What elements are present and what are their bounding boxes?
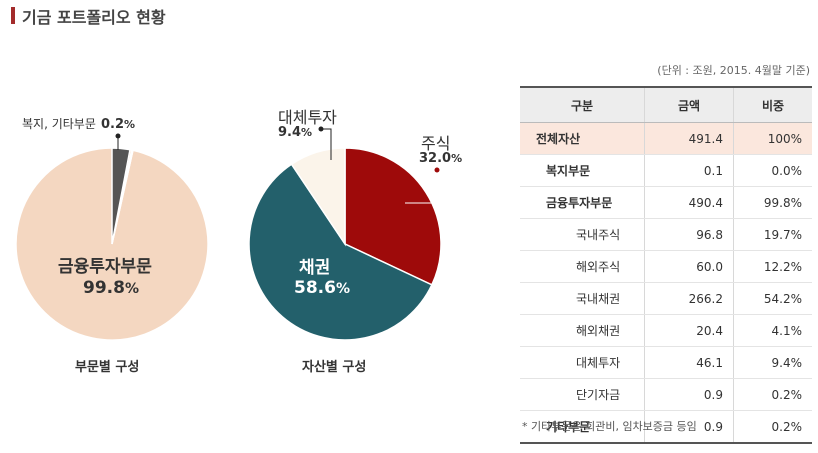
row-amount: 491.4 [644,122,734,155]
pie1-small-name: 복지, 기타부문 [22,117,96,131]
row-amount: 46.1 [644,346,734,379]
pie2-slice-1 [248,163,433,341]
pie2-alt-name: 대체투자 [278,108,337,127]
pie1-small-label: 복지, 기타부문 0.2% [22,113,135,132]
pie2-alt-leader-dot [318,126,324,132]
table-header-row: 구분 금액 비중 [520,86,812,123]
pie1-caption: 부문별 구성 [75,360,140,375]
pie2-stock-name: 주식 [421,134,451,153]
table-row: 단기자금 0.9 0.2% [520,378,812,411]
row-share: 12.2% [733,250,812,283]
row-amount: 490.4 [644,186,734,219]
row-name: 복지부문 [520,154,645,187]
pie-charts [15,126,442,341]
pie1-leader-dot [115,133,121,139]
pie2-bond-name: 채권 [299,258,331,278]
row-name: 해외주식 [520,250,645,283]
pie2-alt-pct: 9.4% [278,125,313,140]
page-title: 기금 포트폴리오 현황 [22,8,166,27]
table-row: 금융투자부문 490.4 99.8% [520,186,812,219]
row-share: 9.4% [733,346,812,379]
pie1-slice-small-visible [111,147,131,245]
row-name: 국내채권 [520,282,645,315]
row-name: 국내주식 [520,218,645,251]
row-name: 기타부문 [520,410,645,444]
pie1-main-name: 금융투자부문 [58,257,152,277]
table-row: 전체자산 491.4 100% [520,122,812,155]
footnote: * 기타부문은 회관비, 임차보증금 등임 [522,420,697,433]
row-amount: 20.4 [644,314,734,347]
row-amount: 266.2 [644,282,734,315]
pie1-small-pct: 0.2% [100,117,136,132]
row-name: 전체자산 [520,122,645,155]
table-row: 국내주식 96.8 19.7% [520,218,812,251]
col-header-category: 구분 [520,86,645,123]
asset-table: 구분 금액 비중 전체자산 491.4 100% 복지부문 0.1 0.0% 금융투자부문 4… [520,86,812,444]
pie2-stock-leader-dot [434,167,440,173]
col-header-share: 비중 [733,86,812,123]
title-accent-bar [11,7,15,24]
row-share: 54.2% [733,282,812,315]
row-share: 100% [733,122,812,155]
row-amount: 0.1 [644,154,734,187]
row-share: 0.0% [733,154,812,187]
row-name: 해외채권 [520,314,645,347]
row-share: 19.7% [733,218,812,251]
table-row: 기타부문 0.9 0.2% [520,410,812,444]
pie1-main-pct: 99.8% [83,278,139,298]
unit-note: (단위 : 조원, 2015. 4월말 기준) [657,64,810,77]
table-row: 복지부문 0.1 0.0% [520,154,812,187]
pie2-stock-leader-line [405,170,438,204]
row-share: 0.2% [733,378,812,411]
pie2-slice-0 [344,147,442,286]
pie2-slice-2 [290,147,346,247]
col-header-amount: 금액 [644,86,734,123]
row-share: 4.1% [733,314,812,347]
pie2-caption: 자산별 구성 [302,360,367,375]
pie2-stock-pct: 32.0% [419,151,463,166]
table-row: 국내채권 266.2 54.2% [520,282,812,315]
row-name: 금융투자부문 [520,186,645,219]
row-amount: 0.9 [644,410,734,444]
pie2-alt-leader-line [321,128,332,160]
row-name: 대체투자 [520,346,645,379]
table-row: 해외주식 60.0 12.2% [520,250,812,283]
table-row: 대체투자 46.1 9.4% [520,346,812,379]
row-amount: 96.8 [644,218,734,251]
pie2-bond-pct: 58.6% [294,278,350,298]
row-share: 0.2% [733,410,812,444]
row-amount: 0.9 [644,378,734,411]
row-share: 99.8% [733,186,812,219]
row-name: 단기자금 [520,378,645,411]
table-row: 해외채권 20.4 4.1% [520,314,812,347]
row-amount: 60.0 [644,250,734,283]
